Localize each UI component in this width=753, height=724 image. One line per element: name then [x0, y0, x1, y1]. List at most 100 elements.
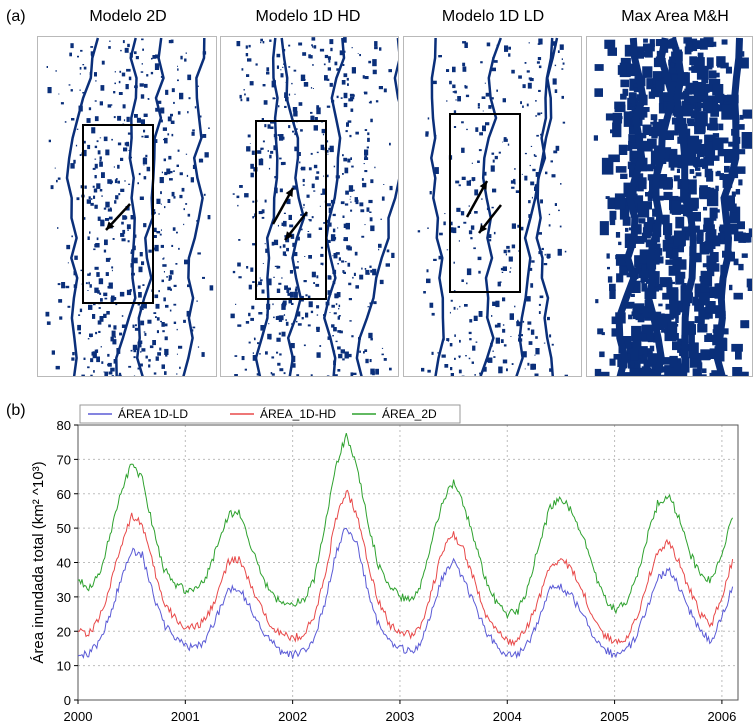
water-patch: [461, 176, 466, 180]
water-patch: [595, 299, 599, 304]
water-patch: [479, 132, 483, 136]
water-patch: [626, 63, 639, 77]
water-patch: [516, 321, 520, 324]
water-patch: [628, 140, 636, 147]
water-patch: [262, 41, 265, 44]
water-patch: [654, 316, 665, 330]
water-patch: [198, 158, 204, 163]
water-patch: [110, 207, 112, 209]
water-patch: [246, 97, 250, 102]
water-patch: [94, 145, 98, 149]
water-patch: [279, 188, 283, 193]
water-patch: [509, 271, 511, 273]
water-patch: [315, 176, 319, 180]
water-patch: [349, 196, 352, 198]
water-patch: [146, 166, 151, 172]
water-patch: [497, 322, 501, 328]
water-patch: [687, 118, 694, 127]
water-patch: [122, 104, 126, 109]
water-patch: [51, 350, 55, 355]
water-patch: [507, 143, 510, 146]
water-patch: [285, 321, 289, 326]
water-patch: [645, 239, 653, 248]
water-patch: [154, 244, 159, 252]
water-patch: [662, 239, 674, 252]
water-patch: [173, 321, 177, 324]
water-patch: [502, 141, 504, 143]
water-patch: [443, 221, 446, 226]
water-patch: [60, 102, 64, 105]
water-patch: [107, 353, 110, 357]
water-patch: [108, 46, 111, 49]
water-patch: [524, 175, 528, 181]
flow-arrowhead: [479, 181, 487, 190]
water-patch: [83, 217, 86, 220]
water-patch: [660, 174, 667, 181]
water-patch: [474, 374, 476, 376]
water-patch: [364, 155, 368, 158]
water-patch: [107, 208, 112, 212]
water-patch: [164, 348, 169, 355]
water-patch: [368, 60, 372, 64]
water-patch: [157, 352, 161, 356]
water-patch: [288, 214, 292, 220]
water-patch: [234, 374, 238, 376]
water-patch: [343, 223, 348, 228]
water-patch: [474, 211, 478, 214]
water-patch: [502, 359, 508, 364]
water-patch: [364, 224, 366, 226]
water-patch: [314, 117, 318, 122]
water-patch: [450, 367, 453, 371]
water-patch: [450, 299, 453, 302]
water-patch: [168, 40, 173, 44]
river-channel: [644, 37, 677, 376]
water-patch: [738, 179, 743, 186]
water-patch: [108, 216, 113, 220]
water-patch: [629, 358, 641, 376]
y-tick-label: 80: [57, 418, 71, 433]
water-patch: [369, 217, 373, 222]
water-patch: [326, 78, 330, 81]
water-patch: [473, 247, 476, 250]
water-patch: [597, 328, 604, 335]
map-1d-hd: [220, 36, 399, 377]
water-patch: [100, 85, 105, 91]
water-patch: [306, 194, 310, 198]
water-patch: [609, 219, 616, 226]
water-patch: [692, 296, 699, 306]
water-patch: [550, 160, 553, 163]
water-patch: [55, 365, 60, 370]
water-patch: [370, 338, 373, 341]
water-patch: [698, 374, 707, 376]
water-patch: [642, 354, 646, 358]
water-patch: [363, 91, 366, 93]
water-patch: [551, 174, 556, 178]
water-patch: [96, 183, 101, 189]
water-patch: [703, 224, 712, 233]
water-patch: [55, 70, 57, 72]
water-patch: [83, 66, 87, 70]
water-patch: [88, 196, 91, 200]
water-patch: [449, 227, 454, 233]
water-patch: [351, 335, 354, 338]
flow-arrowhead: [285, 231, 294, 240]
water-patch: [647, 164, 654, 172]
water-patch: [623, 111, 635, 127]
water-patch: [141, 261, 145, 266]
water-patch: [711, 41, 717, 47]
water-patch: [639, 249, 649, 261]
x-tick-label: 2005: [600, 709, 629, 724]
water-patch: [705, 141, 716, 158]
water-patch: [538, 89, 541, 92]
water-patch: [100, 298, 103, 302]
water-patch: [548, 213, 551, 216]
water-patch: [107, 286, 110, 289]
water-patch: [457, 96, 461, 102]
water-patch: [691, 211, 701, 222]
water-patch: [239, 185, 243, 188]
water-patch: [300, 168, 302, 170]
water-patch: [655, 80, 665, 92]
water-patch: [292, 107, 298, 112]
water-patch: [173, 101, 175, 104]
water-patch: [78, 331, 81, 335]
